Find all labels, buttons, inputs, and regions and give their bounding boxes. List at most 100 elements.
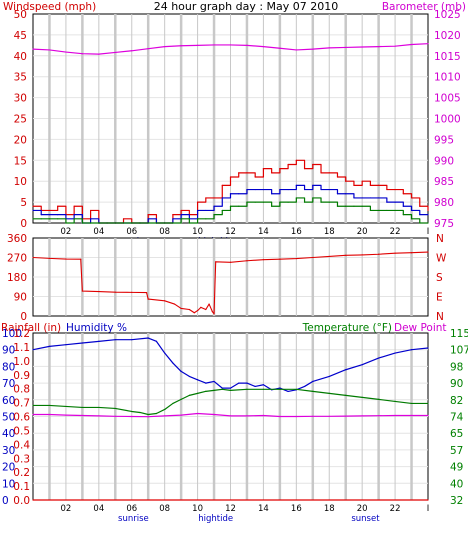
series-wind-lull-mph--point xyxy=(73,218,75,220)
series-barometer-mb--point xyxy=(164,46,166,48)
wind-tick-label: 50 xyxy=(14,9,27,21)
series-wind-direction-point xyxy=(200,306,202,308)
series-barometer-mb--point xyxy=(345,46,347,49)
baro-tick-label: 990 xyxy=(434,155,454,167)
series-wind-lull-mph--point xyxy=(303,201,306,203)
series-wind-gust-mph--point xyxy=(394,188,396,191)
series-rainfall-in--point xyxy=(32,499,34,501)
series-wind-direction-point xyxy=(32,256,34,259)
series-wind-gust-mph--point xyxy=(147,214,149,216)
series-wind-average-mph--point xyxy=(394,201,396,203)
series-wind-direction-point xyxy=(262,259,265,261)
series-wind-lull-mph--point xyxy=(295,197,297,199)
series-wind-lull-mph--point xyxy=(155,222,158,224)
series-barometer-mb--point xyxy=(229,44,232,46)
x-tick-label: 06 xyxy=(126,504,137,514)
series-wind-lull-mph--point xyxy=(312,197,314,199)
series-wind-average-mph--point xyxy=(295,184,297,186)
series-wind-direction-point xyxy=(246,260,248,262)
series-wind-gust-mph--point xyxy=(221,184,223,186)
series-wind-lull-mph--point xyxy=(320,201,322,203)
series-temperature-f--point xyxy=(229,389,232,391)
series-humidity--point xyxy=(114,339,116,341)
temp-tick-label: 90 xyxy=(450,378,463,390)
series-wind-direction-point xyxy=(80,258,82,260)
series-wind-direction-point xyxy=(180,307,182,310)
series-wind-average-mph--point xyxy=(287,188,289,191)
x-tick-label: 10 xyxy=(192,227,203,237)
humidity-tick-label: 100 xyxy=(2,328,22,340)
series-dew-point-point xyxy=(345,415,347,417)
series-dew-point-point xyxy=(279,415,281,418)
series-wind-gust-mph--point xyxy=(386,188,388,191)
series-wind-lull-mph--point xyxy=(402,214,404,216)
series-barometer-mb--point xyxy=(131,50,133,52)
temp-tick-label: 98 xyxy=(450,361,463,373)
series-wind-gust-mph--point xyxy=(295,159,297,161)
series-wind-lull-mph--point xyxy=(48,218,51,220)
series-humidity--point xyxy=(229,387,232,389)
baro-tick-label: 980 xyxy=(434,197,454,209)
series-temperature-f--point xyxy=(221,388,223,390)
series-wind-average-mph--point xyxy=(369,197,371,199)
series-temperature-f--point xyxy=(279,388,281,390)
series-wind-lull-mph--point xyxy=(180,218,182,220)
series-wind-average-mph--point xyxy=(238,193,240,195)
series-temperature-f--point xyxy=(378,398,380,400)
series-humidity--point xyxy=(147,337,149,339)
wind-tick-label: 10 xyxy=(14,176,27,188)
series-wind-gust-mph--point xyxy=(213,197,215,199)
series-wind-gust-mph--point xyxy=(254,176,256,178)
series-dew-point-point xyxy=(295,415,297,418)
series-wind-average-mph--point xyxy=(419,214,421,216)
series-barometer-mb--point xyxy=(48,49,51,51)
series-humidity--point xyxy=(164,352,166,354)
x-tick-label: 02 xyxy=(61,227,72,237)
series-wind-gust-mph--point xyxy=(229,176,232,178)
series-wind-average-mph--point xyxy=(180,214,182,216)
direction-tick-label: 0 xyxy=(20,311,27,323)
x-tick-label: 22 xyxy=(390,504,401,514)
rain-tick-label: 0.1 xyxy=(13,481,30,493)
x-tick-label: 12 xyxy=(225,227,236,237)
humidity-tick-label: 70 xyxy=(2,378,15,390)
series-temperature-f--point xyxy=(98,406,100,409)
series-barometer-mb--point xyxy=(361,46,363,48)
wind-tick-label: 35 xyxy=(14,72,27,84)
series-dew-point-point xyxy=(196,412,199,415)
series-humidity--point xyxy=(65,344,67,346)
series-barometer-mb--point xyxy=(213,44,215,46)
series-wind-average-mph--point xyxy=(410,209,413,212)
series-dew-point-point xyxy=(410,414,413,417)
compass-tick-label: N xyxy=(436,311,444,323)
series-dew-point-point xyxy=(180,414,182,416)
series-temperature-f--point xyxy=(312,390,314,392)
direction-tick-label: 180 xyxy=(7,272,27,284)
temperature-axis-label: Temperature (°F) xyxy=(302,322,392,334)
rain-tick-label: 0.6 xyxy=(13,412,30,424)
humidity-tick-label: 10 xyxy=(2,478,15,490)
series-wind-average-mph--point xyxy=(213,205,215,207)
series-wind-gust-mph--point xyxy=(90,209,92,212)
series-wind-gust-mph--point xyxy=(287,163,289,166)
series-humidity--point xyxy=(328,375,330,378)
series-temperature-f--point xyxy=(155,412,158,415)
series-wind-direction-point xyxy=(211,311,213,313)
series-wind-direction-point xyxy=(213,313,215,315)
series-wind-gust-mph--point xyxy=(369,184,371,186)
wind-tick-label: 5 xyxy=(20,197,27,209)
series-wind-gust-mph--point xyxy=(402,193,404,195)
series-wind-average-mph--point xyxy=(427,214,429,216)
series-wind-gust-mph--point xyxy=(419,205,421,207)
humidity-axis-label: Humidity % xyxy=(66,322,127,334)
series-rainfall-in--point xyxy=(427,499,429,501)
series-temperature-f--point xyxy=(188,394,190,396)
series-wind-direction-point xyxy=(345,254,347,256)
series-temperature-f--point xyxy=(172,402,174,405)
series-humidity--point xyxy=(312,380,314,383)
x-tick-label: 08 xyxy=(159,504,170,514)
series-wind-gust-mph--point xyxy=(410,197,413,199)
series-barometer-mb--point xyxy=(98,53,100,55)
series-wind-lull-mph--point xyxy=(394,209,396,212)
series-wind-average-mph--point xyxy=(353,197,355,199)
